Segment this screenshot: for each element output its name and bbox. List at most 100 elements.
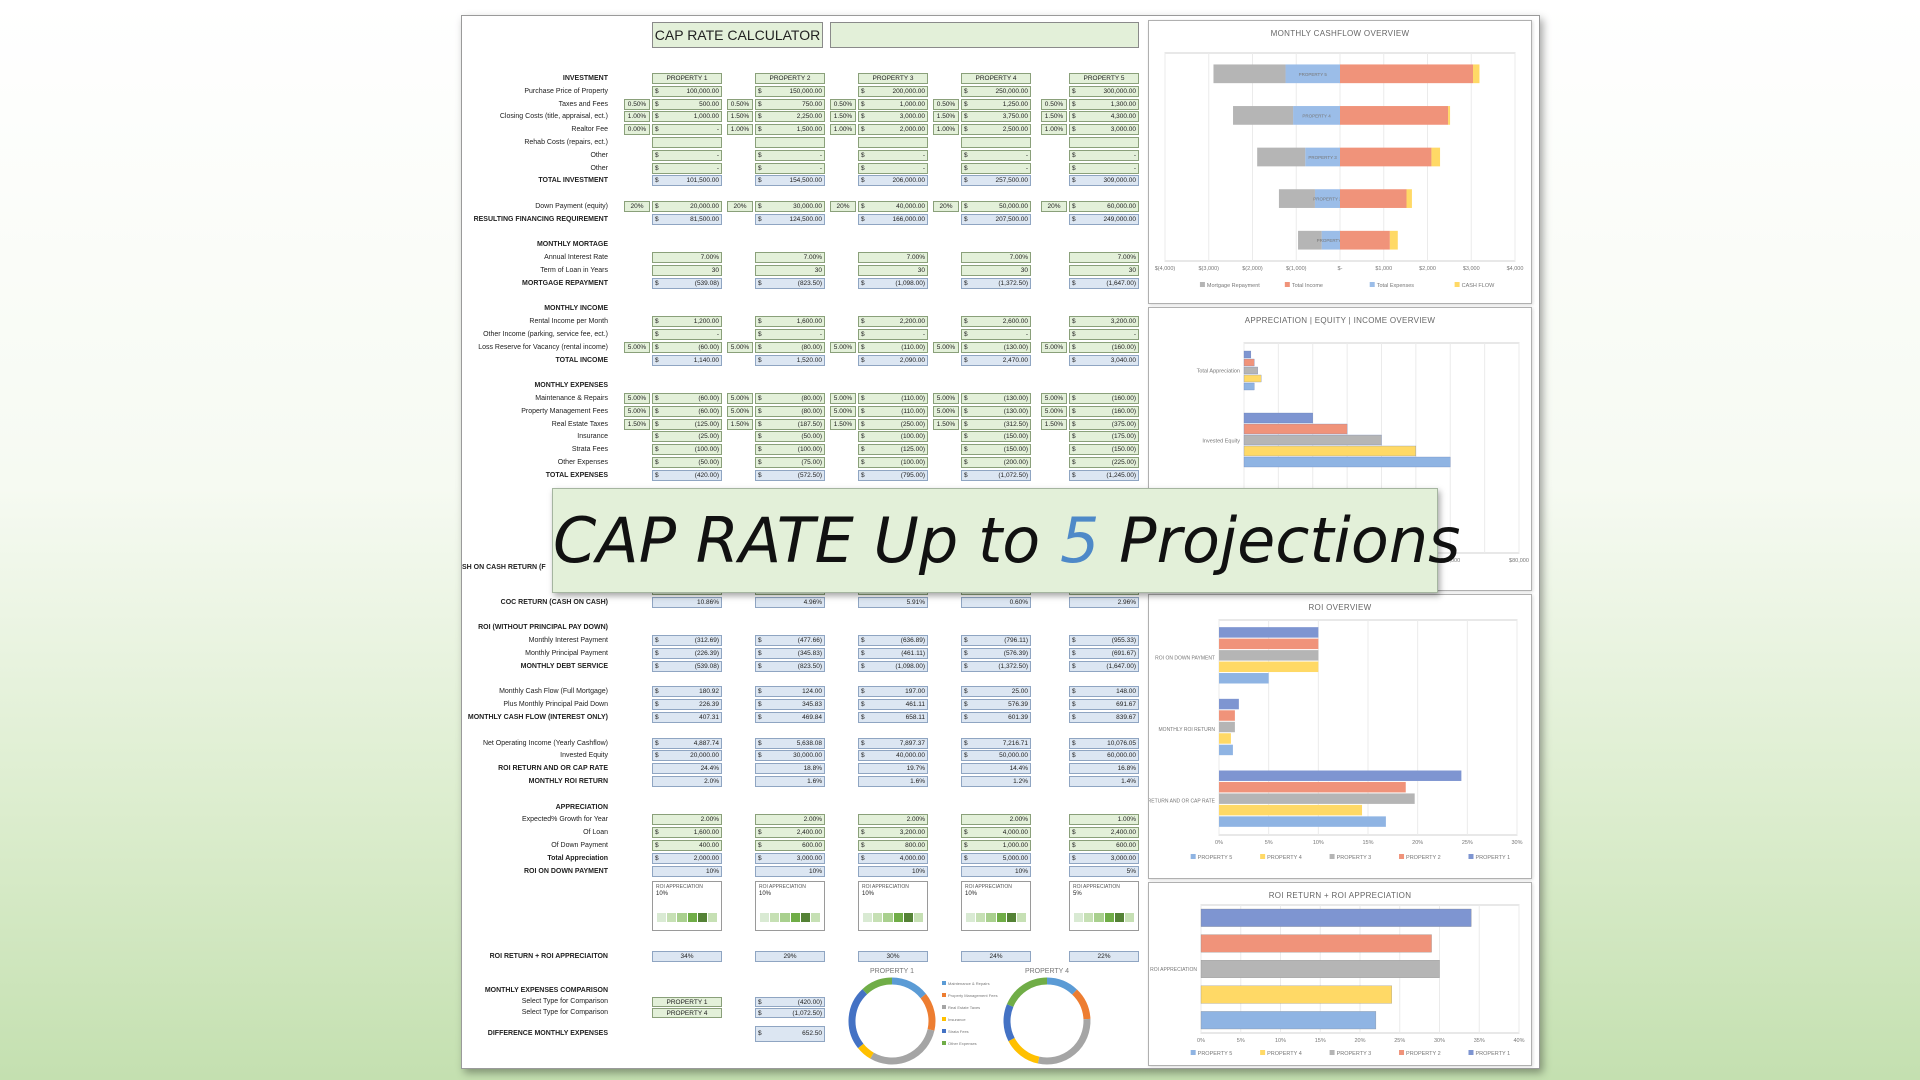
percent-input[interactable]: 0.50% xyxy=(933,98,959,110)
input-cell[interactable]: $1,600.00 xyxy=(652,827,722,839)
percent-input[interactable]: 5.00% xyxy=(933,393,959,404)
input-cell[interactable]: $3,200.00 xyxy=(1069,316,1139,328)
input-cell[interactable]: $ (60.00) xyxy=(652,393,722,404)
input-cell[interactable]: 7.00% xyxy=(1069,252,1139,264)
input-cell[interactable]: $ (150.00) xyxy=(961,444,1031,456)
input-cell[interactable]: $ (25.00) xyxy=(652,431,722,443)
input-cell[interactable]: $ - xyxy=(1069,162,1139,174)
input-cell[interactable]: $ (312.50) xyxy=(961,418,1031,430)
input-cell[interactable]: $50,000.00 xyxy=(961,201,1031,212)
input-cell[interactable]: $ - xyxy=(755,149,825,161)
input-cell[interactable]: $ - xyxy=(961,329,1031,340)
percent-input[interactable]: 1.00% xyxy=(727,124,753,136)
input-cell[interactable]: 1.00% xyxy=(1069,814,1139,826)
input-cell[interactable]: 30 xyxy=(652,265,722,276)
percent-input[interactable]: 1.50% xyxy=(933,111,959,123)
input-cell[interactable]: 30 xyxy=(858,265,928,276)
input-cell[interactable]: $ (100.00) xyxy=(755,444,825,456)
input-cell[interactable] xyxy=(961,137,1031,148)
percent-input[interactable]: 20% xyxy=(933,201,959,212)
input-cell[interactable]: $1,000.00 xyxy=(652,111,722,123)
percent-input[interactable]: 5.00% xyxy=(830,393,856,404)
input-cell[interactable]: $2,600.00 xyxy=(961,316,1031,328)
percent-input[interactable]: 1.50% xyxy=(1041,418,1067,430)
input-cell[interactable]: 7.00% xyxy=(755,252,825,264)
input-cell[interactable]: 7.00% xyxy=(652,252,722,264)
input-cell[interactable]: $3,000.00 xyxy=(858,111,928,123)
input-cell[interactable]: $20,000.00 xyxy=(652,201,722,212)
input-cell[interactable]: $ (125.00) xyxy=(858,444,928,456)
percent-input[interactable]: 0.50% xyxy=(727,98,753,110)
input-cell[interactable]: $3,750.00 xyxy=(961,111,1031,123)
input-cell[interactable]: $60,000.00 xyxy=(1069,201,1139,212)
input-cell[interactable]: $1,200.00 xyxy=(652,316,722,328)
percent-input[interactable]: 5.00% xyxy=(830,341,856,353)
input-cell[interactable]: $2,200.00 xyxy=(858,316,928,328)
percent-input[interactable]: 5.00% xyxy=(830,405,856,417)
comparison-select[interactable]: PROPERTY 1 xyxy=(652,997,722,1007)
input-cell[interactable]: $4,000.00 xyxy=(961,827,1031,839)
percent-input[interactable]: 5.00% xyxy=(624,341,650,353)
input-cell[interactable]: $40,000.00 xyxy=(858,201,928,212)
input-cell[interactable]: 2.00% xyxy=(755,814,825,826)
input-cell[interactable]: $ - xyxy=(858,149,928,161)
input-cell[interactable]: $ - xyxy=(858,162,928,174)
input-cell[interactable]: 30 xyxy=(961,265,1031,276)
percent-input[interactable]: 1.50% xyxy=(624,418,650,430)
input-cell[interactable]: $ - xyxy=(652,124,722,136)
input-cell[interactable]: $400.00 xyxy=(652,840,722,851)
input-cell[interactable]: $ - xyxy=(961,162,1031,174)
percent-input[interactable]: 1.00% xyxy=(933,124,959,136)
percent-input[interactable]: 0.50% xyxy=(1041,98,1067,110)
input-cell[interactable]: $ (160.00) xyxy=(1069,393,1139,404)
input-cell[interactable]: $1,000.00 xyxy=(858,98,928,110)
percent-input[interactable]: 0.50% xyxy=(624,98,650,110)
percent-input[interactable]: 1.00% xyxy=(624,111,650,123)
percent-input[interactable]: 20% xyxy=(1041,201,1067,212)
input-cell[interactable]: $3,000.00 xyxy=(1069,124,1139,136)
percent-input[interactable]: 1.50% xyxy=(830,111,856,123)
percent-input[interactable]: 1.50% xyxy=(727,418,753,430)
input-cell[interactable]: $1,000.00 xyxy=(961,840,1031,851)
percent-input[interactable]: 5.00% xyxy=(1041,341,1067,353)
input-cell[interactable]: $2,400.00 xyxy=(755,827,825,839)
input-cell[interactable]: $ (80.00) xyxy=(755,393,825,404)
input-cell[interactable]: $30,000.00 xyxy=(755,201,825,212)
input-cell[interactable]: $ (175.00) xyxy=(1069,431,1139,443)
percent-input[interactable]: 1.00% xyxy=(1041,124,1067,136)
input-cell[interactable]: $2,500.00 xyxy=(961,124,1031,136)
percent-input[interactable]: 1.50% xyxy=(933,418,959,430)
input-cell[interactable]: $300,000.00 xyxy=(1069,85,1139,97)
input-cell[interactable]: $ (60.00) xyxy=(652,341,722,353)
input-cell[interactable]: $600.00 xyxy=(1069,840,1139,851)
input-cell[interactable]: $800.00 xyxy=(858,840,928,851)
input-cell[interactable]: $ (150.00) xyxy=(961,431,1031,443)
input-cell[interactable] xyxy=(858,137,928,148)
input-cell[interactable]: $ (110.00) xyxy=(858,393,928,404)
input-cell[interactable]: $ (150.00) xyxy=(1069,444,1139,456)
input-cell[interactable]: 7.00% xyxy=(858,252,928,264)
input-cell[interactable]: $750.00 xyxy=(755,98,825,110)
input-cell[interactable]: $500.00 xyxy=(652,98,722,110)
input-cell[interactable]: $ (100.00) xyxy=(652,444,722,456)
input-cell[interactable]: $2,400.00 xyxy=(1069,827,1139,839)
input-cell[interactable]: $ (80.00) xyxy=(755,341,825,353)
percent-input[interactable]: 5.00% xyxy=(727,405,753,417)
percent-input[interactable]: 5.00% xyxy=(1041,393,1067,404)
percent-input[interactable]: 1.50% xyxy=(830,418,856,430)
input-cell[interactable]: $ (130.00) xyxy=(961,393,1031,404)
input-cell[interactable]: $ (50.00) xyxy=(755,431,825,443)
percent-input[interactable]: 5.00% xyxy=(933,405,959,417)
input-cell[interactable]: $ - xyxy=(652,329,722,340)
input-cell[interactable]: $2,250.00 xyxy=(755,111,825,123)
input-cell[interactable]: $ (100.00) xyxy=(858,457,928,468)
input-cell[interactable]: $ - xyxy=(961,149,1031,161)
input-cell[interactable]: $ (110.00) xyxy=(858,405,928,417)
input-cell[interactable]: $ (130.00) xyxy=(961,341,1031,353)
input-cell[interactable]: $ - xyxy=(858,329,928,340)
percent-input[interactable]: 0.00% xyxy=(624,124,650,136)
input-cell[interactable]: $ (80.00) xyxy=(755,405,825,417)
input-cell[interactable]: 2.00% xyxy=(652,814,722,826)
input-cell[interactable]: 30 xyxy=(755,265,825,276)
input-cell[interactable]: $ (225.00) xyxy=(1069,457,1139,468)
